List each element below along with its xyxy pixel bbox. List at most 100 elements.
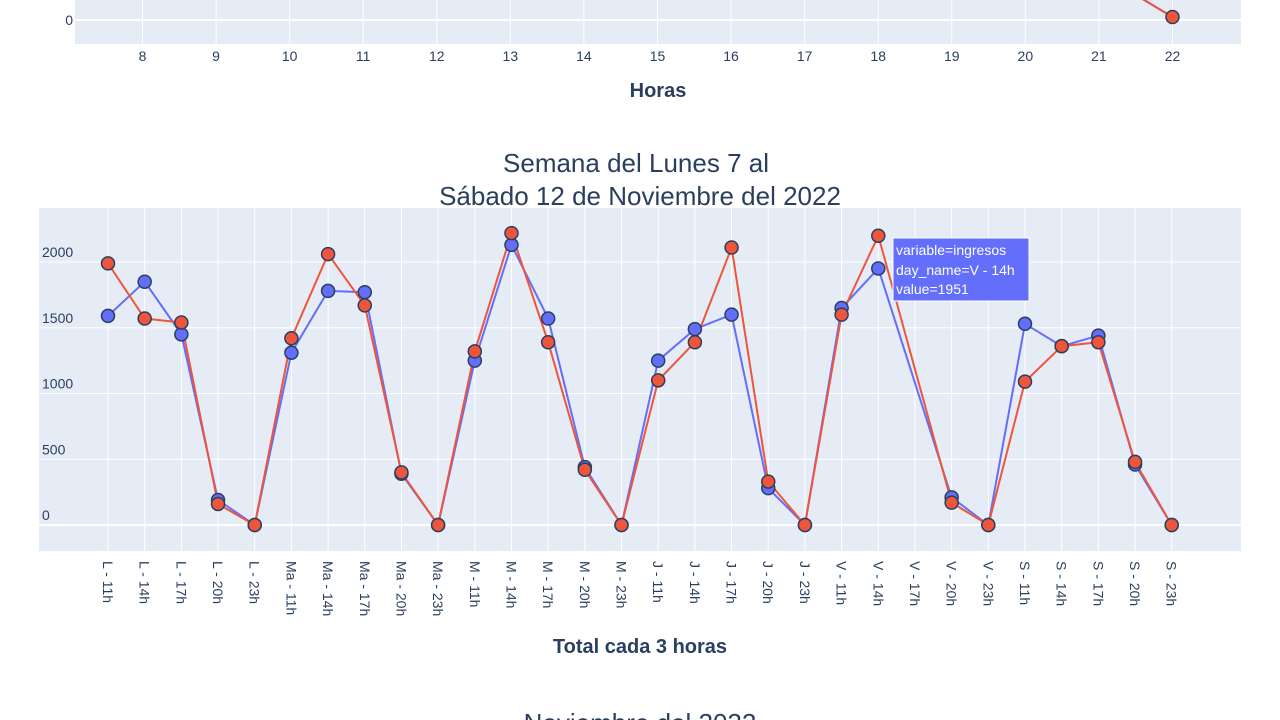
data-point-ingresos[interactable] <box>1017 374 1033 389</box>
x-tick-label: M - 14h <box>503 561 519 608</box>
x-tick-label: V - 14h <box>870 561 886 606</box>
top-y-tick-label: 0 <box>65 12 73 28</box>
top-gridlines <box>75 0 1241 44</box>
top-x-tick-label: 10 <box>282 48 298 64</box>
top-x-tick-label: 19 <box>944 48 960 64</box>
top-x-axis-title: Horas <box>630 80 687 102</box>
x-tick-label: Ma - 23h <box>430 561 446 616</box>
top-x-tick-label: 12 <box>429 48 445 64</box>
series-points[interactable] <box>100 225 1179 533</box>
data-point-series-blue[interactable] <box>687 321 703 337</box>
data-point-series-blue[interactable] <box>650 353 666 368</box>
data-point-series-blue[interactable] <box>320 283 336 299</box>
x-tick-label: J - 14h <box>687 561 703 604</box>
data-point-ingresos[interactable] <box>1091 334 1106 350</box>
x-tick-label: M - 20h <box>577 561 593 608</box>
data-point-series-blue[interactable] <box>357 284 373 300</box>
data-point-ingresos[interactable] <box>540 334 556 350</box>
x-tick-label: L - 17h <box>173 561 189 604</box>
top-x-tick-label: 15 <box>650 48 666 64</box>
data-point-ingresos[interactable] <box>430 517 446 533</box>
top-series-lines <box>1142 0 1180 25</box>
hover-tooltip-background <box>892 237 1030 302</box>
hover-line-variable: variable=ingresos <box>896 242 1006 258</box>
data-point-ingresos[interactable] <box>320 246 336 262</box>
top-series-line <box>1142 0 1173 18</box>
data-point-ingresos[interactable] <box>1127 454 1143 470</box>
data-point-ingresos[interactable] <box>797 517 813 533</box>
data-point-ingresos[interactable] <box>100 256 116 271</box>
data-point-series-blue[interactable] <box>137 274 152 289</box>
y-tick-labels: 0 500 1000 1500 2000 <box>42 244 73 523</box>
y-tick-label: 1500 <box>42 310 73 326</box>
data-point-ingresos[interactable] <box>247 517 262 533</box>
data-point-ingresos[interactable] <box>1054 338 1069 354</box>
top-x-tick-label: 8 <box>139 48 147 64</box>
x-tick-label: V - 23h <box>980 561 996 606</box>
data-point-series-blue[interactable] <box>1017 316 1033 332</box>
x-tick-label: V - 17h <box>907 561 923 606</box>
x-tick-label: L - 11h <box>100 561 116 603</box>
data-point-ingresos[interactable] <box>944 495 959 510</box>
data-point-ingresos[interactable] <box>357 298 373 313</box>
data-point-ingresos[interactable] <box>504 225 519 241</box>
next-chart-title-partial: Noviembre del 2022 <box>524 708 757 720</box>
chart-title-line1: Semana del Lunes 7 al <box>503 148 769 178</box>
x-tick-label: S - 11h <box>1017 561 1033 605</box>
top-x-tick-label: 9 <box>212 48 220 64</box>
x-tick-label: Ma - 20h <box>393 561 409 616</box>
data-point-ingresos[interactable] <box>760 474 776 489</box>
top-x-tick-label: 20 <box>1018 48 1034 64</box>
plot-background <box>39 208 1241 551</box>
x-tick-label: L - 20h <box>210 561 226 604</box>
top-x-tick-label: 18 <box>870 48 886 64</box>
data-point-ingresos[interactable] <box>834 307 849 322</box>
top-x-tick-labels: 8 9 10 11 12 13 14 15 16 17 18 19 20 21 22 <box>139 48 1181 64</box>
top-x-tick-label: 11 <box>356 48 371 64</box>
data-point-ingresos[interactable] <box>687 334 703 350</box>
chart-title-line2: Sábado 12 de Noviembre del 2022 <box>439 181 841 211</box>
data-point-series-blue[interactable] <box>871 261 886 276</box>
data-point-ingresos[interactable] <box>650 373 666 388</box>
x-tick-label: M - 17h <box>540 561 556 608</box>
x-tick-label: J - 23h <box>797 561 813 604</box>
x-tick-label: M - 11h <box>467 561 483 607</box>
data-point-series-blue[interactable] <box>174 327 189 342</box>
data-point-ingresos[interactable] <box>210 496 226 512</box>
data-point-ingresos[interactable] <box>1164 517 1179 533</box>
x-tick-label: M - 23h <box>614 561 630 608</box>
data-point-series-blue[interactable] <box>100 308 116 324</box>
data-point-ingresos[interactable] <box>871 228 886 243</box>
x-tick-labels: L - 11h L - 14h L - 17h L - 20h L - 23h Ma - … <box>100 561 1180 616</box>
top-data-point[interactable] <box>1165 9 1180 25</box>
hover-line-day: day_name=V - 14h <box>896 262 1015 278</box>
x-axis-title: Total cada 3 horas <box>553 636 727 658</box>
x-tick-label: J - 17h <box>724 561 740 604</box>
data-point-ingresos[interactable] <box>174 315 189 330</box>
data-point-ingresos[interactable] <box>284 331 299 346</box>
top-plot-background <box>75 0 1241 44</box>
data-point-series-blue[interactable] <box>540 311 556 326</box>
x-tick-label: L - 23h <box>247 561 263 604</box>
data-point-ingresos[interactable] <box>724 240 739 255</box>
data-point-ingresos[interactable] <box>981 517 996 533</box>
data-point-ingresos[interactable] <box>467 344 483 359</box>
data-point-series-blue[interactable] <box>724 307 739 322</box>
data-point-series-blue[interactable] <box>284 345 299 360</box>
data-point-ingresos[interactable] <box>577 462 593 478</box>
y-tick-label: 1000 <box>42 376 73 392</box>
x-tick-label: V - 11h <box>834 561 850 605</box>
data-point-ingresos[interactable] <box>137 311 152 326</box>
data-point-ingresos[interactable] <box>614 517 629 533</box>
top-x-tick-label: 16 <box>723 48 739 64</box>
top-x-tick-label: 13 <box>503 48 519 64</box>
x-tick-label: S - 14h <box>1054 561 1070 606</box>
x-tick-label: Ma - 14h <box>320 561 336 616</box>
y-tick-label: 0 <box>42 507 50 523</box>
data-point-series-blue[interactable] <box>504 237 519 253</box>
x-tick-label: S - 17h <box>1090 561 1106 606</box>
x-tick-label: L - 14h <box>137 561 153 604</box>
data-point-ingresos[interactable] <box>394 465 409 480</box>
top-x-tick-label: 14 <box>576 48 592 64</box>
